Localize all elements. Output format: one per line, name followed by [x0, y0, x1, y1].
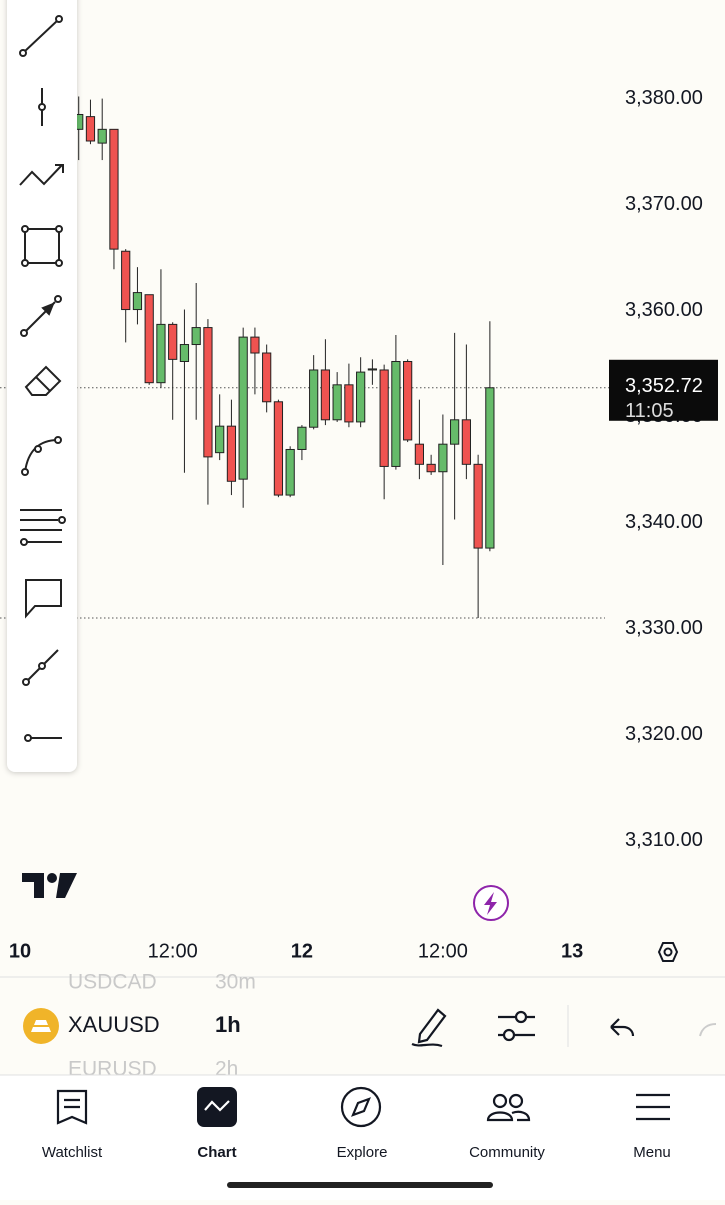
- eraser-tool[interactable]: [24, 365, 62, 396]
- quick-action-button[interactable]: [473, 885, 509, 921]
- candle-body: [391, 360, 401, 467]
- candle-body: [438, 443, 448, 473]
- price-badge: [609, 359, 718, 421]
- nav-label[interactable]: Community: [469, 1144, 545, 1161]
- candle-body: [121, 250, 131, 311]
- candle-body: [379, 369, 389, 467]
- candle-body: [285, 448, 295, 496]
- candle-body: [168, 323, 178, 360]
- candle-body: [309, 369, 319, 428]
- y-tick-label: 3,340.00: [625, 511, 703, 533]
- chart-icon-line: [204, 1100, 230, 1112]
- candle-body: [109, 128, 119, 250]
- candle-body: [132, 292, 143, 311]
- x-tick-label: 10: [9, 940, 31, 962]
- nav-label[interactable]: Watchlist: [42, 1144, 103, 1161]
- chart: 3,310.003,320.003,330.003,340.003,350.00…: [0, 87, 718, 962]
- candle-body: [450, 419, 460, 445]
- candle-body: [332, 384, 342, 421]
- nav-label[interactable]: Chart: [197, 1144, 236, 1161]
- candle-body: [215, 425, 225, 454]
- candle-body: [320, 369, 331, 421]
- candle-body: [144, 294, 154, 384]
- y-tick-label: 3,310.00: [625, 829, 703, 851]
- candle-body: [97, 128, 107, 144]
- candle-body: [414, 443, 425, 465]
- fib-tool[interactable]: [20, 509, 66, 546]
- nav-labels: Watchlist Chart Explore Community Menu: [42, 1144, 671, 1161]
- candle-body: [238, 336, 248, 480]
- rectangle-tool[interactable]: [21, 225, 63, 267]
- candle-body: [179, 344, 190, 362]
- curve-tool[interactable]: [21, 436, 62, 476]
- candle-body: [250, 336, 260, 354]
- candle-body: [85, 116, 96, 142]
- candle-body: [203, 327, 213, 458]
- arrow-tool[interactable]: [20, 295, 62, 337]
- candle-body: [426, 463, 436, 473]
- watchlist-icon[interactable]: [56, 1089, 88, 1125]
- candle-body: [367, 368, 378, 371]
- nav-icons: [56, 1086, 670, 1128]
- undo-button[interactable]: [610, 1018, 635, 1037]
- candle-body: [485, 387, 495, 549]
- price-badge-label: 3,352.72: [625, 375, 703, 397]
- nav-bar: [0, 1075, 725, 1200]
- menu-icon[interactable]: [636, 1093, 670, 1121]
- drawing-toolbar: [7, 0, 77, 772]
- interval[interactable]: 1h: [215, 1012, 241, 1037]
- community-icon[interactable]: [486, 1093, 531, 1122]
- candle-body: [297, 426, 307, 450]
- candle-body: [461, 419, 471, 465]
- candle-body: [191, 327, 201, 346]
- ray-tool[interactable]: [22, 649, 59, 686]
- candle-body: [403, 360, 413, 441]
- home-indicator: [227, 1182, 493, 1188]
- x-tick-label: 13: [561, 940, 583, 962]
- indicators-button[interactable]: [498, 1010, 535, 1042]
- candle-body: [273, 401, 284, 496]
- y-tick-label: 3,320.00: [625, 723, 703, 745]
- candle-body: [156, 323, 166, 384]
- prev-symbol[interactable]: USDCAD: [68, 971, 157, 994]
- explore-icon[interactable]: [340, 1086, 382, 1128]
- vertical-line-tool[interactable]: [38, 88, 46, 126]
- candle-body: [262, 352, 272, 403]
- gold-icon: [23, 1008, 59, 1044]
- settings-button[interactable]: [657, 942, 679, 962]
- candle-body: [473, 463, 483, 549]
- callout-tool[interactable]: [25, 579, 62, 619]
- x-tick-label: 12:00: [418, 940, 468, 962]
- tradingview-logo: [22, 873, 77, 898]
- x-tick-label: 12:00: [148, 940, 198, 962]
- y-tick-label: 3,360.00: [625, 299, 703, 321]
- symbol[interactable]: XAUUSD: [68, 1012, 160, 1037]
- y-tick-label: 3,330.00: [625, 617, 703, 639]
- y-tick-label: 3,380.00: [625, 87, 703, 109]
- x-tick-label: 12: [291, 940, 313, 962]
- trend-line-tool[interactable]: [19, 15, 63, 57]
- countdown: 11:05: [625, 400, 674, 422]
- draw-button[interactable]: [411, 1008, 447, 1048]
- candle-body: [344, 384, 354, 423]
- nav-label[interactable]: Menu: [633, 1144, 671, 1161]
- candle-body: [226, 425, 237, 482]
- nav-label[interactable]: Explore: [337, 1144, 388, 1161]
- path-tool[interactable]: [19, 164, 64, 186]
- y-tick-label: 3,370.00: [625, 193, 703, 215]
- candle-body: [356, 371, 366, 423]
- redo-button[interactable]: [699, 1023, 717, 1037]
- horizontal-ray-tool[interactable]: [24, 734, 62, 742]
- prev-interval[interactable]: 30m: [215, 971, 256, 994]
